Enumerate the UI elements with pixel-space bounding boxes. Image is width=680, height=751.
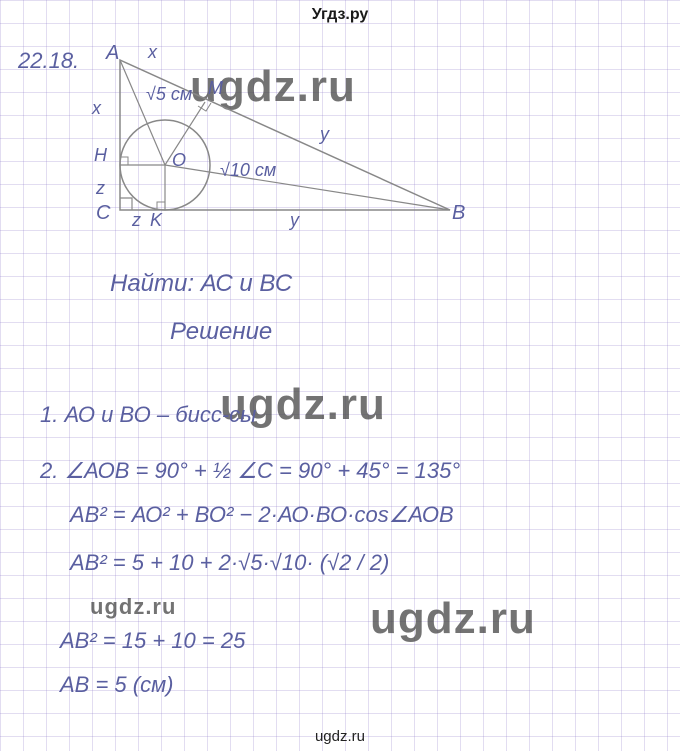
label-x-top: x (148, 42, 157, 63)
label-c: C (96, 202, 110, 225)
label-o: O (172, 150, 186, 171)
find-line: Найти: АС и ВС (110, 270, 292, 298)
step2-line4: АВ² = 15 + 10 = 25 (60, 628, 245, 654)
step2-line5: АВ = 5 (см) (60, 672, 174, 698)
label-x-left: x (92, 98, 101, 119)
header-title: Угдз.ру (312, 6, 369, 23)
label-a: A (106, 42, 119, 65)
label-m: M (208, 78, 223, 99)
label-ao-len: √5 см (146, 84, 192, 105)
step2-line3: АВ² = 5 + 10 + 2·√5·√10· (√2 / 2) (70, 550, 389, 576)
label-n: Н (94, 145, 107, 166)
label-z-left: z (96, 178, 105, 199)
page-header: Угдз.ру (0, 6, 680, 24)
step1: 1. АО и ВО – бисс-сы (40, 402, 256, 428)
right-angle-mark (120, 198, 132, 210)
problem-number: 22.18. (18, 48, 79, 74)
segment-ao (120, 60, 165, 165)
label-z-bottom: z (132, 210, 141, 231)
page-footer: ugdz.ru (0, 728, 680, 745)
label-bo-len: √10 см (220, 160, 276, 181)
label-k: K (150, 210, 162, 231)
segment-bo (165, 165, 450, 210)
label-y-bottom: y (290, 210, 299, 231)
solution-title: Решение (170, 318, 272, 346)
label-y-hyp: y (320, 124, 329, 145)
step2-line2: АВ² = АО² + ВО² − 2·АО·ВО·cos∠АОВ (70, 502, 454, 528)
label-b: B (452, 202, 465, 225)
footer-text: ugdz.ru (315, 728, 365, 745)
geometry-diagram: A C B O M Н K x x y y z z √5 см √10 см (90, 50, 490, 230)
step2-line1: 2. ∠АОВ = 90° + ½ ∠С = 90° + 45° = 135° (40, 458, 460, 484)
triangle (120, 60, 450, 210)
